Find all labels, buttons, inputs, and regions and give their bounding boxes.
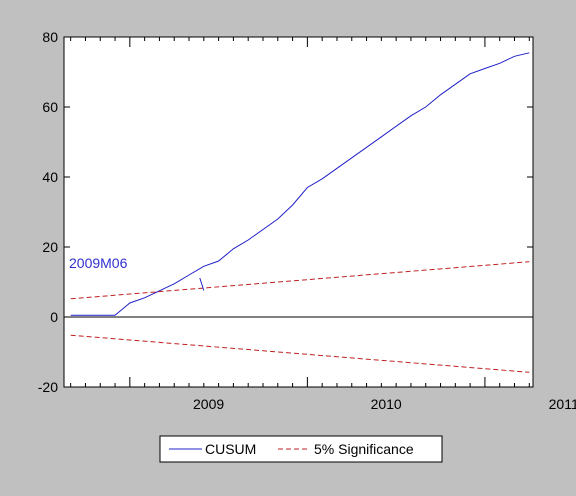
x-tick-label: 2009	[193, 396, 224, 412]
series-lines	[70, 52, 530, 373]
y-tick-label: 40	[42, 169, 58, 185]
x-tick-label: 2010	[371, 396, 402, 412]
y-tick-label: -20	[38, 379, 58, 395]
series-line-cusum	[70, 52, 530, 316]
legend-label-significance: 5% Significance	[314, 441, 414, 457]
x-tick-label: 2011	[549, 396, 576, 412]
annotation-label: 2009M06	[69, 255, 128, 271]
annotation-group: 2009M06	[69, 255, 205, 291]
y-tick-label: 60	[42, 99, 58, 115]
annotation-pointer	[199, 277, 205, 291]
series-line-5-significance	[70, 261, 530, 300]
y-tick-label: 80	[42, 29, 58, 45]
axis-ticks: -20 0 20 40 60 80 2009 2010 2011	[38, 29, 576, 412]
plot-area	[63, 36, 534, 388]
legend-box	[159, 435, 443, 463]
series-line-lower-bound	[70, 334, 530, 373]
legend: CUSUM 5% Significance	[159, 435, 443, 463]
y-tick-label: 20	[42, 239, 58, 255]
y-tick-label: 0	[50, 309, 58, 325]
legend-label-cusum: CUSUM	[205, 441, 256, 457]
